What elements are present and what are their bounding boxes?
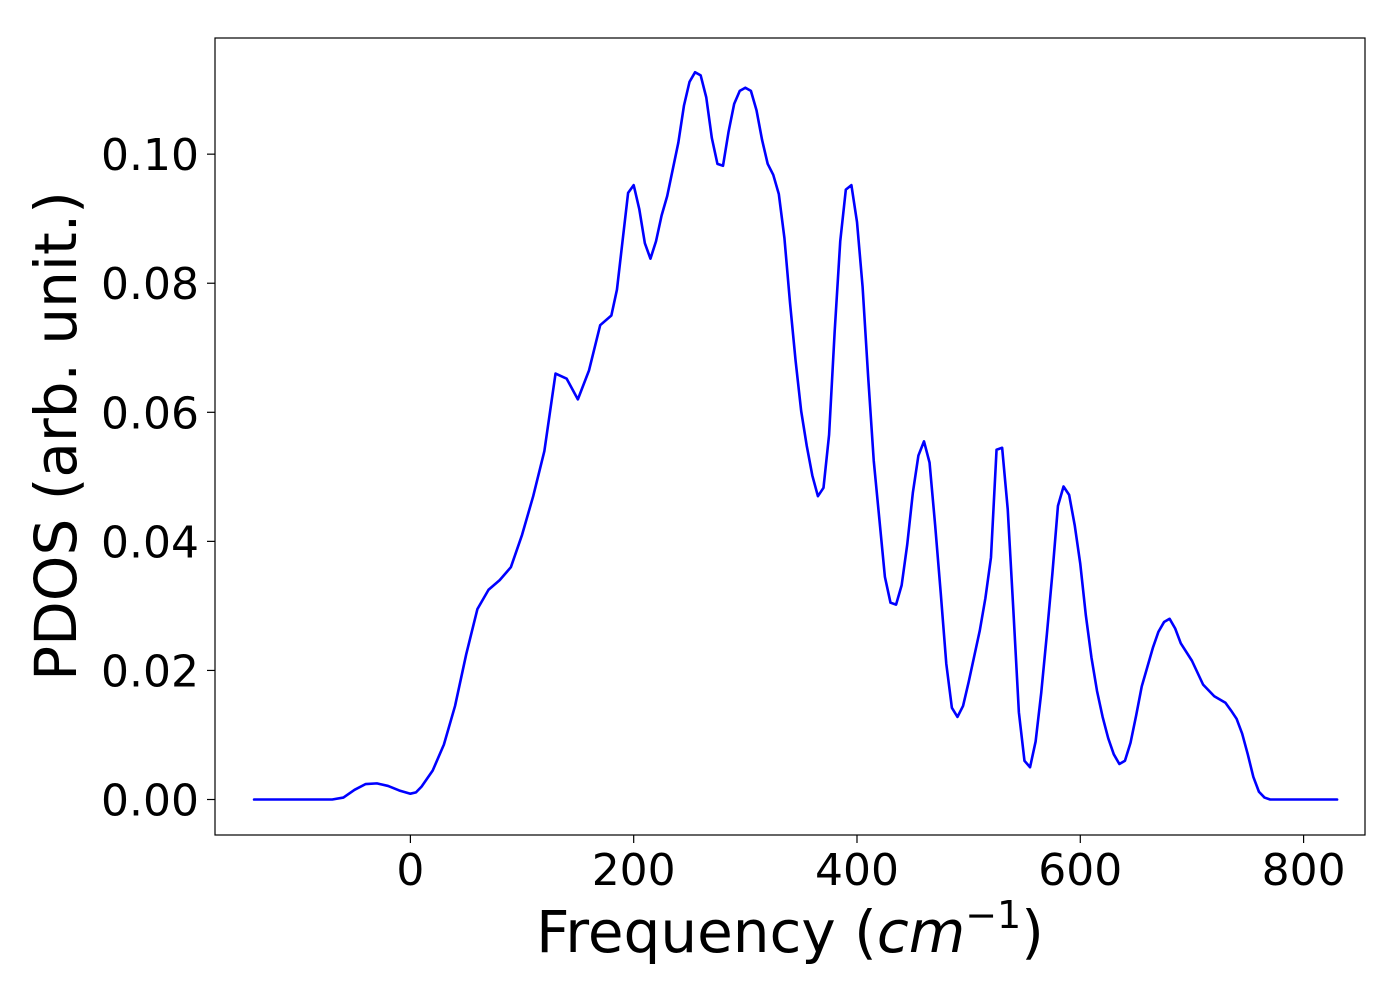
x-axis-label: Frequency (cm−1) [536,893,1044,966]
y-tick-label-3: 0.06 [101,388,199,439]
x-axis-label-text: Frequency ( [536,898,877,966]
y-tick-label-0: 0.00 [101,776,199,827]
y-axis-label: PDOS (arb. unit.) [22,191,90,681]
x-tick-label-4: 800 [1262,845,1346,896]
y-tick-label-1: 0.02 [101,646,199,697]
x-tick-label-0: 0 [396,845,424,896]
plot-frame [214,37,1366,836]
x-axis-label-unit: cm [877,898,965,966]
x-tick-label-3: 600 [1038,845,1122,896]
y-tick-label-4: 0.08 [101,259,199,310]
x-axis-label-close: ) [1021,898,1044,966]
plot-area [214,37,1366,836]
x-axis-label-exponent: −1 [965,893,1021,937]
x-axis-ticks: 0 200 400 600 800 [396,835,1346,896]
x-tick-label-1: 200 [592,845,676,896]
y-tick-label-5: 0.10 [101,130,199,181]
x-tick-label-2: 400 [815,845,899,896]
y-tick-label-2: 0.04 [101,517,199,568]
series-line-pdos [252,70,1339,801]
y-axis-ticks: 0.00 0.02 0.04 0.06 0.08 0.10 [101,130,215,827]
